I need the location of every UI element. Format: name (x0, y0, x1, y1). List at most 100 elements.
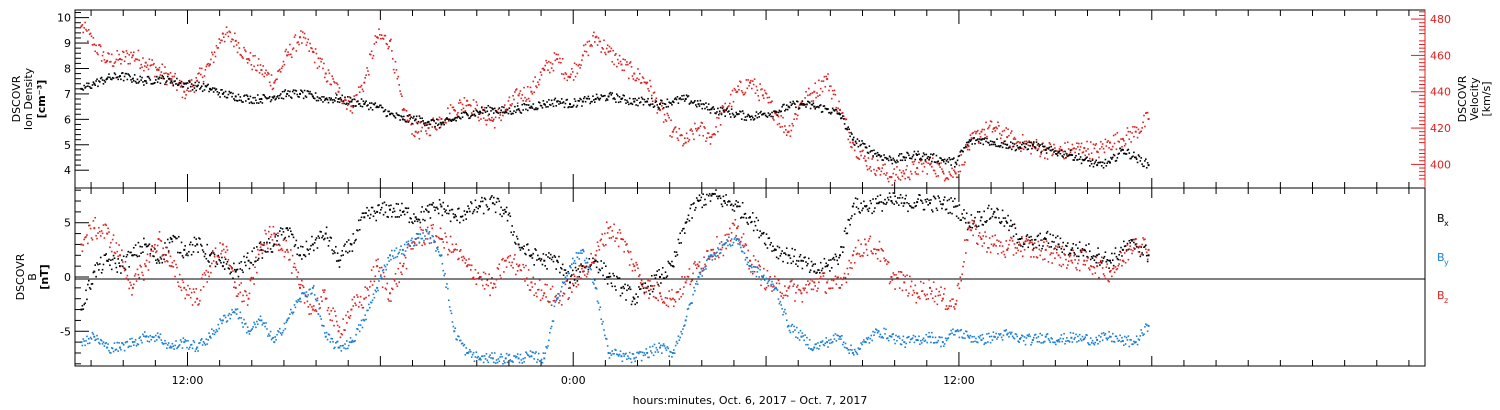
density-sample (159, 82, 162, 85)
bx-sample (588, 258, 591, 260)
bz-sample (773, 285, 775, 287)
velocity-sample (613, 63, 615, 66)
bz-point (543, 292, 546, 295)
density-sample (392, 114, 395, 117)
density-sample (412, 117, 414, 119)
bx-sample (600, 260, 603, 262)
density-sample (983, 138, 985, 140)
density-sample (988, 144, 991, 146)
density-sample (1101, 161, 1104, 164)
bz-sample (182, 281, 185, 284)
bz-sample (394, 272, 397, 275)
density-sample (266, 97, 268, 100)
velocity-sample (693, 138, 695, 141)
bx-point (119, 265, 121, 268)
bx-sample (977, 225, 980, 227)
bx-sample (928, 199, 930, 202)
bz-sample (127, 279, 130, 281)
velocity-sample (114, 61, 117, 63)
density-sample (1137, 154, 1140, 156)
velocity-sample (295, 50, 298, 52)
velocity-sample (483, 106, 486, 109)
velocity-sample (358, 91, 361, 94)
velocity-sample (176, 89, 178, 91)
bx-sample (1017, 238, 1019, 241)
bx-sample (974, 216, 976, 219)
velocity-sample (312, 51, 315, 54)
bx-sample (982, 224, 985, 226)
bz-sample (1004, 256, 1007, 258)
bx-sample (208, 261, 210, 263)
velocity-sample (838, 100, 840, 103)
velocity-sample (614, 54, 616, 56)
density-sample (173, 80, 175, 83)
velocity-sample (232, 38, 234, 41)
density-sample (806, 103, 808, 106)
density-sample (165, 81, 167, 84)
velocity-sample (156, 68, 159, 71)
density-sample (1110, 156, 1112, 159)
bx-sample (745, 217, 748, 219)
velocity-sample (1038, 144, 1041, 146)
velocity-sample (368, 73, 370, 76)
bx-sample (751, 212, 754, 214)
velocity-sample (970, 137, 973, 139)
velocity-sample (264, 72, 266, 74)
velocity-point (389, 39, 391, 42)
bz-sample (216, 255, 219, 257)
bz-sample (206, 281, 209, 283)
bz-sample (512, 267, 514, 269)
velocity-sample (96, 52, 98, 54)
velocity-sample (293, 36, 296, 38)
density-sample (909, 157, 912, 160)
velocity-point (286, 54, 289, 57)
density-sample (422, 120, 424, 122)
density-point (299, 92, 301, 95)
density-sample (858, 140, 861, 142)
velocity-point (800, 101, 803, 104)
velocity-sample (685, 132, 688, 135)
density-sample (181, 86, 184, 88)
density-sample (941, 159, 943, 162)
bottom-left-tick-label: 5 (64, 217, 71, 230)
bx-sample (920, 199, 922, 202)
bx-sample (148, 243, 151, 246)
bz-point (389, 292, 391, 295)
bx-sample (455, 215, 457, 218)
velocity-sample (621, 69, 624, 72)
bz-sample (313, 309, 316, 312)
bx-sample (927, 204, 929, 206)
bz-sample (763, 287, 766, 290)
velocity-sample (403, 109, 406, 111)
velocity-sample (328, 72, 331, 75)
bx-point (1044, 238, 1047, 241)
bx-sample (925, 201, 928, 203)
density-sample (1051, 149, 1053, 151)
velocity-sample (344, 98, 346, 101)
bx-sample (656, 270, 659, 272)
bx-sample (1009, 225, 1011, 227)
bx-sample (166, 238, 169, 241)
bz-sample (211, 250, 214, 253)
density-sample (507, 112, 510, 115)
bx-point (131, 254, 134, 257)
bz-sample (1079, 251, 1082, 253)
bx-sample (892, 192, 895, 194)
density-sample (502, 111, 504, 114)
bz-sample (976, 242, 978, 245)
velocity-sample (1124, 143, 1127, 145)
bz-sample (257, 253, 260, 256)
velocity-sample (560, 73, 563, 75)
bx-sample (124, 268, 127, 271)
bz-sample (124, 260, 127, 263)
bz-sample (881, 249, 884, 251)
velocity-sample (401, 95, 403, 97)
density-sample (176, 77, 178, 80)
bx-sample (1031, 239, 1033, 241)
bz-sample (262, 249, 265, 252)
velocity-sample (922, 162, 925, 165)
bz-sample (174, 275, 176, 278)
bx-sample (937, 195, 940, 197)
velocity-sample (571, 71, 574, 73)
density-sample (235, 99, 238, 102)
